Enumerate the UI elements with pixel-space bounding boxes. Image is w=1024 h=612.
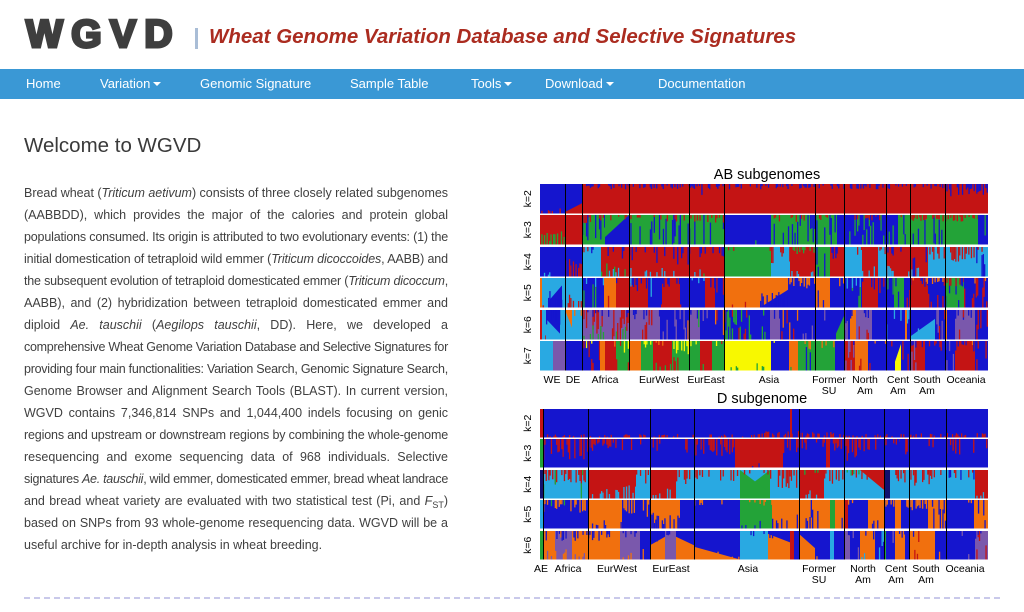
svg-text:Asia: Asia bbox=[738, 563, 759, 575]
svg-text:Am: Am bbox=[855, 574, 871, 586]
svg-text:Am: Am bbox=[919, 385, 935, 397]
svg-text:Asia: Asia bbox=[759, 374, 780, 386]
svg-text:EurWest: EurWest bbox=[597, 563, 637, 575]
svg-text:Former: Former bbox=[802, 563, 836, 575]
svg-text:k=7: k=7 bbox=[522, 347, 534, 364]
svg-text:Am: Am bbox=[888, 574, 904, 586]
svg-text:DE: DE bbox=[566, 374, 581, 386]
svg-text:Oceania: Oceania bbox=[945, 563, 984, 575]
svg-text:South: South bbox=[912, 563, 940, 575]
svg-text:k=6: k=6 bbox=[522, 316, 534, 333]
svg-text:Former: Former bbox=[812, 374, 846, 386]
svg-text:North: North bbox=[850, 563, 876, 575]
svg-text:D subgenome: D subgenome bbox=[717, 391, 807, 407]
svg-text:WE: WE bbox=[544, 374, 561, 386]
svg-text:Africa: Africa bbox=[555, 563, 582, 575]
svg-text:k=2: k=2 bbox=[522, 190, 534, 207]
svg-text:SU: SU bbox=[812, 574, 827, 586]
svg-text:Cent: Cent bbox=[885, 563, 907, 575]
svg-text:k=5: k=5 bbox=[522, 284, 534, 301]
svg-text:Cent: Cent bbox=[887, 374, 909, 386]
svg-text:South: South bbox=[913, 374, 941, 386]
svg-text:EurWest: EurWest bbox=[639, 374, 679, 386]
svg-text:North: North bbox=[852, 374, 878, 386]
svg-text:k=6: k=6 bbox=[522, 536, 534, 553]
svg-text:k=3: k=3 bbox=[522, 444, 534, 461]
svg-text:AB subgenomes: AB subgenomes bbox=[714, 167, 820, 183]
svg-text:EurEast: EurEast bbox=[687, 374, 724, 386]
svg-text:AE: AE bbox=[534, 563, 548, 575]
svg-text:k=5: k=5 bbox=[522, 505, 534, 522]
svg-text:Am: Am bbox=[890, 385, 906, 397]
svg-text:SU: SU bbox=[822, 385, 837, 397]
svg-text:Am: Am bbox=[857, 385, 873, 397]
svg-text:Oceania: Oceania bbox=[946, 374, 985, 386]
svg-text:k=2: k=2 bbox=[522, 414, 534, 431]
svg-text:Africa: Africa bbox=[592, 374, 619, 386]
svg-text:k=3: k=3 bbox=[522, 221, 534, 238]
svg-text:k=4: k=4 bbox=[522, 475, 534, 492]
svg-text:k=4: k=4 bbox=[522, 253, 534, 270]
svg-text:Am: Am bbox=[918, 574, 934, 586]
svg-text:EurEast: EurEast bbox=[652, 563, 689, 575]
